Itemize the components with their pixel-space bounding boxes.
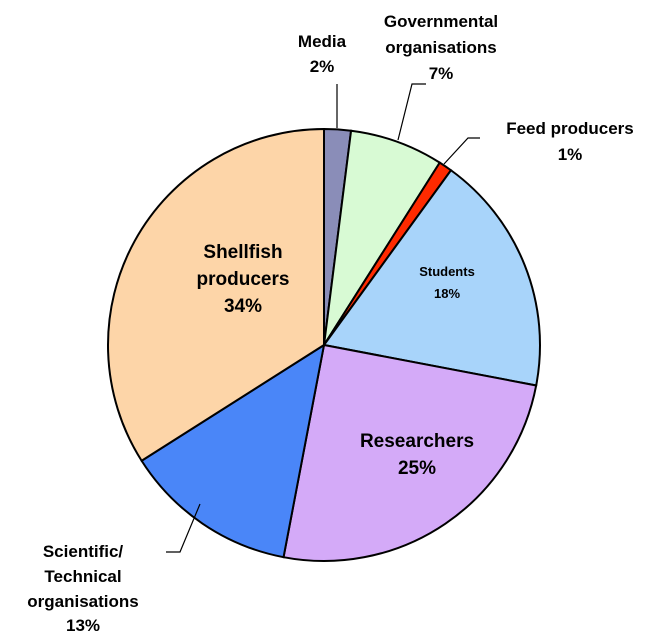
label-scientific-line2: Technical <box>44 567 121 586</box>
label-governmental-pct: 7% <box>429 64 454 83</box>
leader-line-governmental <box>398 84 426 140</box>
leader-line-feed <box>444 138 480 164</box>
label-scientific-pct: 13% <box>66 616 100 634</box>
label-scientific-line1: Scientific/ <box>43 542 124 561</box>
label-shellfish-line1: Shellfish <box>203 242 282 263</box>
label-researchers-pct: 25% <box>398 458 436 479</box>
label-students-name: Students <box>419 264 475 279</box>
label-scientific-line3: organisations <box>27 592 138 611</box>
label-media-name: Media <box>298 32 347 51</box>
label-feed-pct: 1% <box>558 145 583 164</box>
label-researchers-name: Researchers <box>360 431 474 452</box>
label-media-pct: 2% <box>310 57 335 76</box>
label-shellfish-line2: producers <box>197 269 290 290</box>
label-governmental-line1: Governmental <box>384 12 498 31</box>
label-feed-name: Feed producers <box>506 119 634 138</box>
pie-slices <box>108 129 540 561</box>
label-shellfish-pct: 34% <box>224 296 262 317</box>
label-governmental-line2: organisations <box>385 38 496 57</box>
pie-slice-researchers <box>284 345 537 561</box>
label-students-pct: 18% <box>434 286 460 301</box>
